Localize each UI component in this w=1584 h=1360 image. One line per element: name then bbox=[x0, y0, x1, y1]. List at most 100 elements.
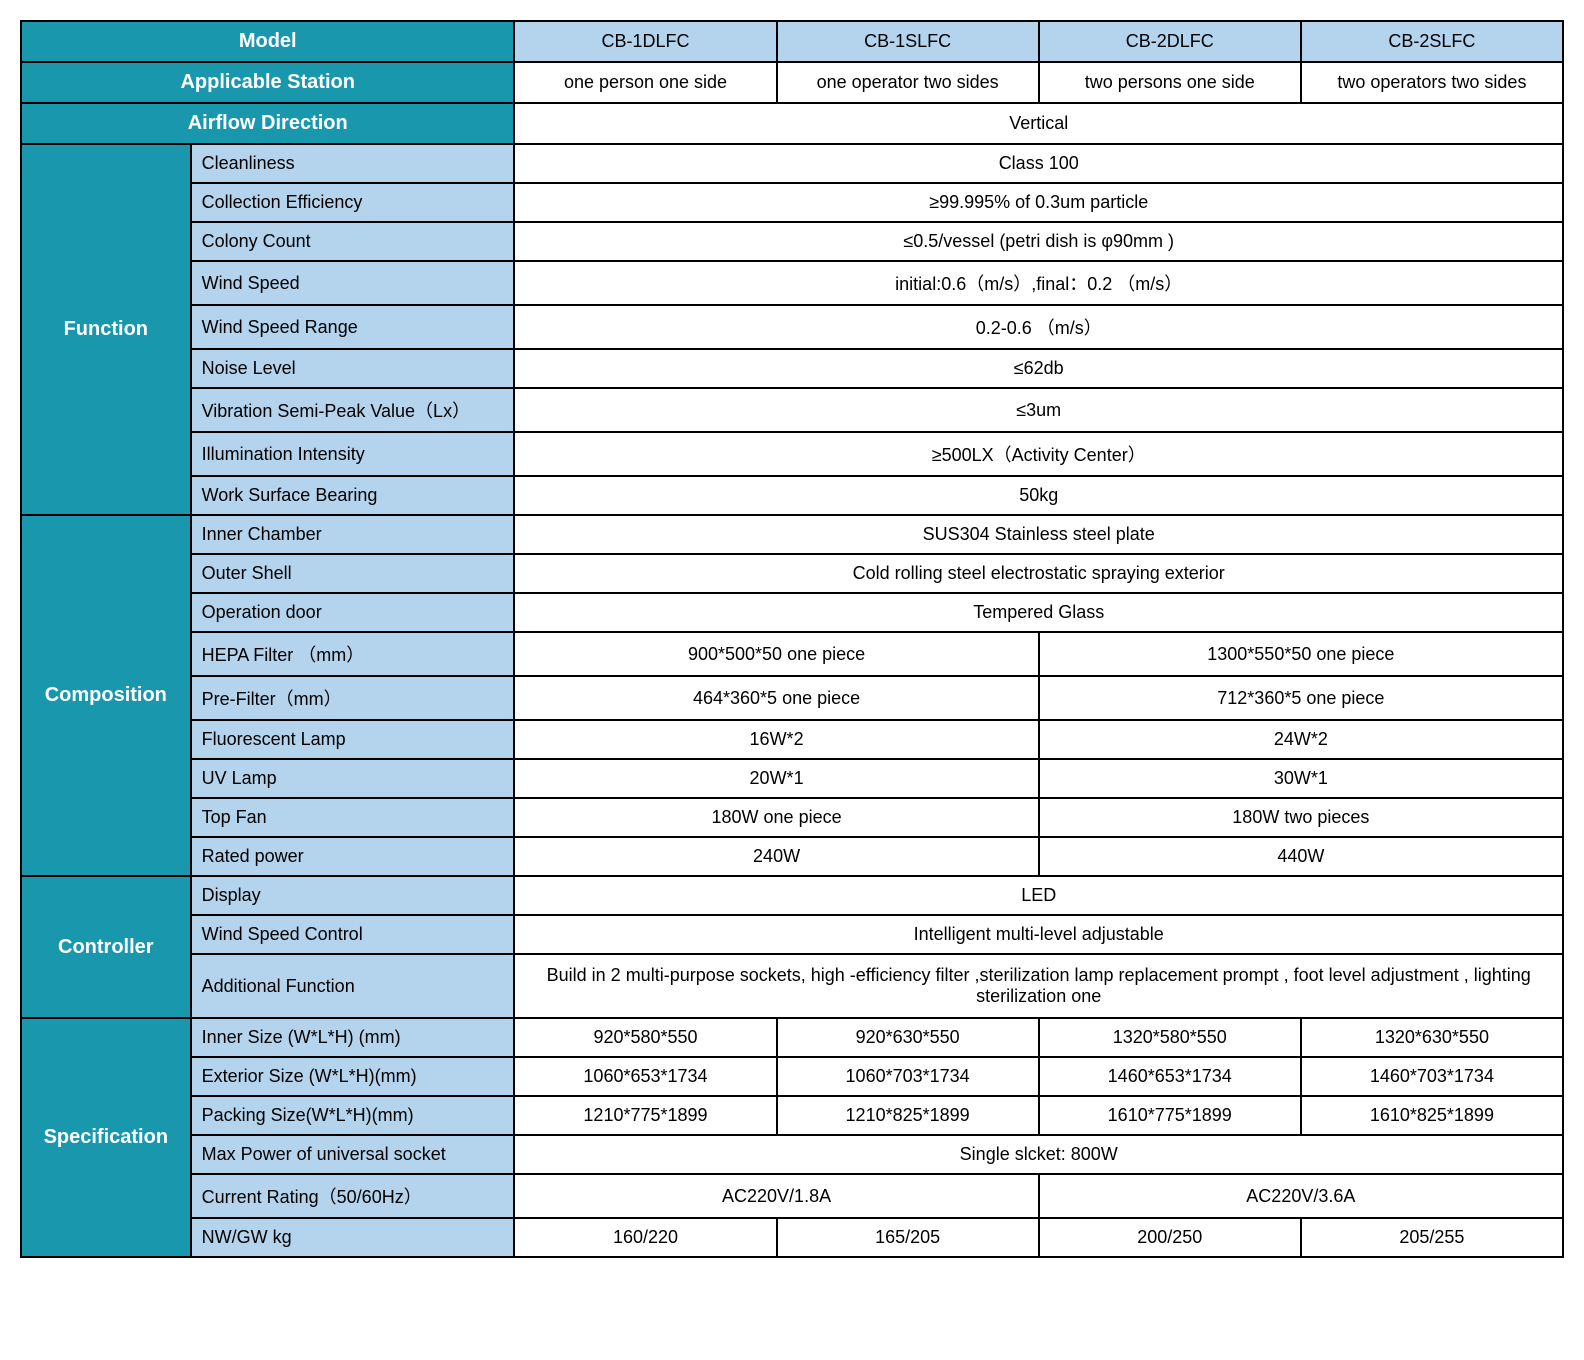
exterior-label: Exterior Size (W*L*H)(mm) bbox=[191, 1057, 515, 1096]
current-label: Current Rating（50/60Hz） bbox=[191, 1174, 515, 1218]
model-label: Model bbox=[21, 21, 514, 62]
packing-3: 1610*825*1899 bbox=[1301, 1096, 1563, 1135]
inner-chamber-value: SUS304 Stainless steel plate bbox=[514, 515, 1563, 554]
station-0: one person one side bbox=[514, 62, 776, 103]
maxpower-value: Single slcket: 800W bbox=[514, 1135, 1563, 1174]
row-collection: Collection Efficiency ≥99.995% of 0.3um … bbox=[21, 183, 1563, 222]
uv-label: UV Lamp bbox=[191, 759, 515, 798]
airflow-value: Vertical bbox=[514, 103, 1563, 144]
bearing-value: 50kg bbox=[514, 476, 1563, 515]
station-2: two persons one side bbox=[1039, 62, 1301, 103]
packing-1: 1210*825*1899 bbox=[777, 1096, 1039, 1135]
row-hepa: HEPA Filter （mm） 900*500*50 one piece 13… bbox=[21, 632, 1563, 676]
exterior-1: 1060*703*1734 bbox=[777, 1057, 1039, 1096]
row-bearing: Work Surface Bearing 50kg bbox=[21, 476, 1563, 515]
additional-value: Build in 2 multi-purpose sockets, high -… bbox=[514, 954, 1563, 1018]
outer-shell-value: Cold rolling steel electrostatic sprayin… bbox=[514, 554, 1563, 593]
row-inner-chamber: Composition Inner Chamber SUS304 Stainle… bbox=[21, 515, 1563, 554]
illumination-label: Illumination Intensity bbox=[191, 432, 515, 476]
packing-0: 1210*775*1899 bbox=[514, 1096, 776, 1135]
row-additional: Additional Function Build in 2 multi-pur… bbox=[21, 954, 1563, 1018]
row-colony: Colony Count ≤0.5/vessel (petri dish is … bbox=[21, 222, 1563, 261]
row-prefilter: Pre-Filter（mm） 464*360*5 one piece 712*3… bbox=[21, 676, 1563, 720]
packing-label: Packing Size(W*L*H)(mm) bbox=[191, 1096, 515, 1135]
wind-speed-label: Wind Speed bbox=[191, 261, 515, 305]
vibration-value: ≤3um bbox=[514, 388, 1563, 432]
composition-section: Composition bbox=[21, 515, 191, 876]
rated-v1: 240W bbox=[514, 837, 1038, 876]
row-noise: Noise Level ≤62db bbox=[21, 349, 1563, 388]
nwgw-0: 160/220 bbox=[514, 1218, 776, 1257]
model-1: CB-1SLFC bbox=[777, 21, 1039, 62]
row-fluorescent: Fluorescent Lamp 16W*2 24W*2 bbox=[21, 720, 1563, 759]
airflow-label: Airflow Direction bbox=[21, 103, 514, 144]
fluorescent-v2: 24W*2 bbox=[1039, 720, 1563, 759]
row-illumination: Illumination Intensity ≥500LX（Activity C… bbox=[21, 432, 1563, 476]
current-v1: AC220V/1.8A bbox=[514, 1174, 1038, 1218]
specification-section: Specification bbox=[21, 1018, 191, 1257]
maxpower-label: Max Power of universal socket bbox=[191, 1135, 515, 1174]
wind-ctrl-value: Intelligent multi-level adjustable bbox=[514, 915, 1563, 954]
row-inner-size: Specification Inner Size (W*L*H) (mm) 92… bbox=[21, 1018, 1563, 1057]
row-wind-range: Wind Speed Range 0.2-0.6 （m/s） bbox=[21, 305, 1563, 349]
prefilter-v1: 464*360*5 one piece bbox=[514, 676, 1038, 720]
wind-ctrl-label: Wind Speed Control bbox=[191, 915, 515, 954]
topfan-v2: 180W two pieces bbox=[1039, 798, 1563, 837]
collection-value: ≥99.995% of 0.3um particle bbox=[514, 183, 1563, 222]
op-door-value: Tempered Glass bbox=[514, 593, 1563, 632]
row-exterior: Exterior Size (W*L*H)(mm) 1060*653*1734 … bbox=[21, 1057, 1563, 1096]
model-0: CB-1DLFC bbox=[514, 21, 776, 62]
rated-v2: 440W bbox=[1039, 837, 1563, 876]
prefilter-v2: 712*360*5 one piece bbox=[1039, 676, 1563, 720]
nwgw-label: NW/GW kg bbox=[191, 1218, 515, 1257]
hepa-label: HEPA Filter （mm） bbox=[191, 632, 515, 676]
illumination-value: ≥500LX（Activity Center） bbox=[514, 432, 1563, 476]
fluorescent-v1: 16W*2 bbox=[514, 720, 1038, 759]
current-v2: AC220V/3.6A bbox=[1039, 1174, 1563, 1218]
station-1: one operator two sides bbox=[777, 62, 1039, 103]
row-op-door: Operation door Tempered Glass bbox=[21, 593, 1563, 632]
bearing-label: Work Surface Bearing bbox=[191, 476, 515, 515]
prefilter-label: Pre-Filter（mm） bbox=[191, 676, 515, 720]
packing-2: 1610*775*1899 bbox=[1039, 1096, 1301, 1135]
uv-v1: 20W*1 bbox=[514, 759, 1038, 798]
function-section: Function bbox=[21, 144, 191, 515]
vibration-label: Vibration Semi-Peak Value（Lx） bbox=[191, 388, 515, 432]
op-door-label: Operation door bbox=[191, 593, 515, 632]
row-topfan: Top Fan 180W one piece 180W two pieces bbox=[21, 798, 1563, 837]
topfan-v1: 180W one piece bbox=[514, 798, 1038, 837]
wind-speed-value: initial:0.6（m/s）,final：0.2 （m/s） bbox=[514, 261, 1563, 305]
row-cleanliness: Function Cleanliness Class 100 bbox=[21, 144, 1563, 183]
inner-chamber-label: Inner Chamber bbox=[191, 515, 515, 554]
station-3: two operators two sides bbox=[1301, 62, 1563, 103]
inner-size-3: 1320*630*550 bbox=[1301, 1018, 1563, 1057]
nwgw-1: 165/205 bbox=[777, 1218, 1039, 1257]
inner-size-0: 920*580*550 bbox=[514, 1018, 776, 1057]
station-label: Applicable Station bbox=[21, 62, 514, 103]
row-packing: Packing Size(W*L*H)(mm) 1210*775*1899 12… bbox=[21, 1096, 1563, 1135]
inner-size-2: 1320*580*550 bbox=[1039, 1018, 1301, 1057]
hepa-v1: 900*500*50 one piece bbox=[514, 632, 1038, 676]
row-nwgw: NW/GW kg 160/220 165/205 200/250 205/255 bbox=[21, 1218, 1563, 1257]
display-label: Display bbox=[191, 876, 515, 915]
exterior-3: 1460*703*1734 bbox=[1301, 1057, 1563, 1096]
row-vibration: Vibration Semi-Peak Value（Lx） ≤3um bbox=[21, 388, 1563, 432]
inner-size-1: 920*630*550 bbox=[777, 1018, 1039, 1057]
model-3: CB-2SLFC bbox=[1301, 21, 1563, 62]
row-airflow: Airflow Direction Vertical bbox=[21, 103, 1563, 144]
nwgw-2: 200/250 bbox=[1039, 1218, 1301, 1257]
row-model: Model CB-1DLFC CB-1SLFC CB-2DLFC CB-2SLF… bbox=[21, 21, 1563, 62]
inner-size-label: Inner Size (W*L*H) (mm) bbox=[191, 1018, 515, 1057]
row-station: Applicable Station one person one side o… bbox=[21, 62, 1563, 103]
nwgw-3: 205/255 bbox=[1301, 1218, 1563, 1257]
topfan-label: Top Fan bbox=[191, 798, 515, 837]
spec-table: Model CB-1DLFC CB-1SLFC CB-2DLFC CB-2SLF… bbox=[20, 20, 1564, 1258]
colony-value: ≤0.5/vessel (petri dish is φ90mm ) bbox=[514, 222, 1563, 261]
cleanliness-value: Class 100 bbox=[514, 144, 1563, 183]
hepa-v2: 1300*550*50 one piece bbox=[1039, 632, 1563, 676]
row-uv: UV Lamp 20W*1 30W*1 bbox=[21, 759, 1563, 798]
row-wind-ctrl: Wind Speed Control Intelligent multi-lev… bbox=[21, 915, 1563, 954]
collection-label: Collection Efficiency bbox=[191, 183, 515, 222]
exterior-0: 1060*653*1734 bbox=[514, 1057, 776, 1096]
rated-label: Rated power bbox=[191, 837, 515, 876]
